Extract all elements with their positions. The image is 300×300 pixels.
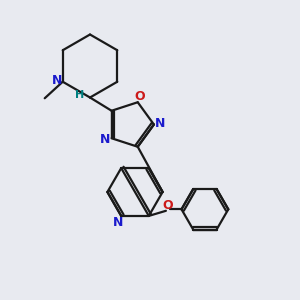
Text: O: O [162,199,173,212]
Text: N: N [112,216,123,229]
Text: N: N [155,116,166,130]
Text: H: H [75,89,84,100]
Text: O: O [134,90,145,103]
Text: N: N [52,74,62,87]
Text: N: N [100,133,110,146]
